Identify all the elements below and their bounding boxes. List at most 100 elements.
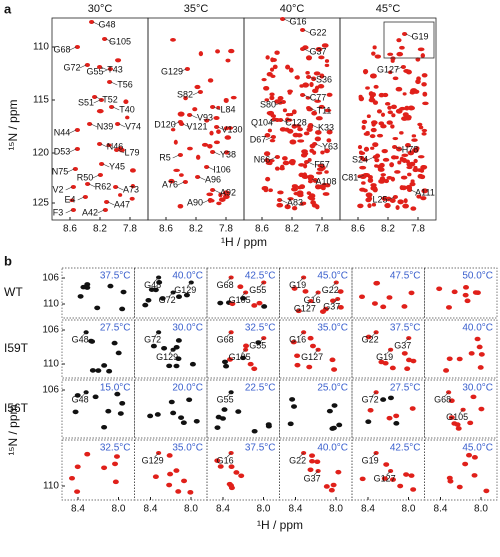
peak-spot: [324, 59, 330, 63]
peak-spot: [317, 84, 325, 89]
peak-spot: [284, 204, 291, 210]
peak-spot: [467, 420, 474, 426]
x-tick-label: 8.0: [112, 504, 126, 515]
peak-spot: [261, 185, 269, 191]
peak-spot: [378, 359, 385, 365]
temperature: 45°C: [376, 3, 401, 15]
peak-spot: [324, 108, 332, 113]
peak-label: A96: [205, 174, 221, 184]
peak-spot: [372, 45, 377, 50]
peak-spot: [277, 198, 283, 202]
leader: [168, 292, 174, 297]
peak-spot: [365, 131, 370, 135]
cell-frame: [424, 379, 498, 439]
temperature: 42.5°C: [390, 443, 421, 454]
peak-label: N66: [254, 154, 271, 164]
peak-spot: [269, 67, 275, 72]
peak-spot: [268, 188, 273, 193]
peak-spot: [92, 394, 99, 400]
peak-label: A108: [315, 176, 336, 186]
peak-spot: [306, 364, 313, 370]
peak-spot: [335, 469, 342, 475]
leader: [69, 148, 77, 153]
peak-spot: [404, 366, 411, 372]
peak-spot: [365, 192, 373, 198]
peak-spot: [223, 194, 230, 200]
peak-spot: [370, 185, 378, 191]
cell-frame: [206, 379, 280, 439]
peak-spot: [74, 489, 81, 494]
peak-spot: [403, 472, 410, 477]
peak-spot: [201, 142, 209, 147]
peak-spot: [400, 175, 408, 180]
y-tick-label: 110: [33, 42, 49, 53]
leader: [69, 129, 77, 134]
peak-spot: [300, 93, 306, 97]
peak-spot: [416, 194, 422, 199]
peak-spot: [367, 203, 372, 209]
peak-spot: [297, 185, 303, 190]
peak-spot: [69, 198, 75, 203]
leader: [311, 124, 319, 129]
peak-spot: [265, 55, 270, 60]
leader: [311, 178, 319, 183]
leader: [65, 186, 73, 191]
peak-label: G68: [53, 44, 70, 54]
peak-spot: [412, 167, 419, 173]
leader: [81, 392, 87, 397]
peak-spot: [302, 152, 309, 156]
peak-spot: [180, 420, 187, 425]
peak-spot: [395, 108, 403, 114]
peak-spot: [216, 201, 222, 206]
peak-spot: [102, 37, 108, 41]
peak-label: G72: [159, 295, 176, 305]
peak-spot: [319, 73, 325, 79]
cell-frame: [351, 379, 425, 439]
peak-spot: [380, 397, 387, 402]
peak-spot: [300, 47, 306, 51]
peak-spot: [179, 122, 185, 126]
peak-spot: [251, 428, 258, 434]
peak-label: V74: [125, 121, 141, 131]
peak-spot: [243, 343, 250, 349]
x-tick-label: 8.4: [216, 504, 230, 515]
peak-spot: [388, 70, 393, 75]
peak-spot: [314, 459, 321, 465]
peak-spot: [177, 203, 184, 209]
peak-spot: [392, 76, 399, 81]
peak-spot: [240, 295, 247, 301]
peak-spot: [330, 425, 337, 431]
peak-spot: [272, 64, 278, 70]
peak-spot: [326, 138, 332, 143]
leader: [280, 199, 288, 204]
y-tick-label: 110: [43, 299, 59, 310]
peak-label: G37: [323, 301, 340, 311]
peak-spot: [207, 198, 213, 202]
peak-spot: [396, 51, 404, 57]
highlight-box: [383, 21, 435, 59]
peak-spot: [315, 130, 322, 135]
x-tick-label: 8.2: [189, 224, 203, 235]
leader: [172, 154, 180, 159]
peak-label: N44: [54, 127, 71, 137]
peak-label: A47: [114, 199, 130, 209]
leader: [313, 470, 319, 476]
peak-spot: [240, 355, 247, 361]
peak-label: T43: [107, 64, 123, 74]
peak-spot: [224, 150, 230, 155]
peak-spot: [72, 167, 78, 171]
leader: [154, 332, 159, 337]
peak-spot: [223, 363, 230, 369]
leader: [226, 332, 232, 337]
leader: [306, 300, 312, 306]
peak-label: G16: [289, 335, 306, 345]
y-tick-label: 106: [42, 325, 59, 336]
peak-spot: [386, 295, 393, 300]
peak-spot: [420, 196, 427, 201]
peak-spot: [195, 175, 201, 179]
peak-spot: [166, 482, 173, 488]
peak-spot: [411, 138, 418, 142]
peak-spot: [150, 343, 157, 349]
peak-spot: [74, 464, 81, 470]
peak-spot: [267, 128, 272, 133]
